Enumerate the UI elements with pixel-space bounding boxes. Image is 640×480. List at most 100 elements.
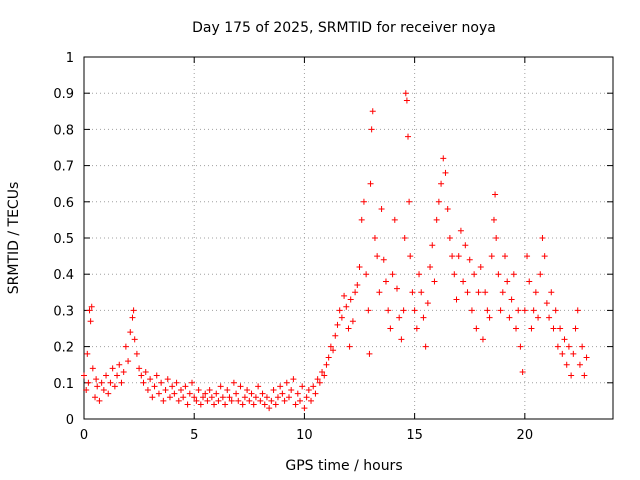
data-point [149, 394, 156, 401]
data-point [248, 390, 255, 397]
data-point [263, 394, 270, 401]
data-point [424, 300, 431, 307]
data-point [105, 390, 112, 397]
data-point [211, 401, 218, 408]
data-point [343, 303, 350, 310]
data-point [173, 379, 180, 386]
data-point [473, 325, 480, 332]
data-point [327, 343, 334, 350]
data-point [96, 397, 103, 404]
data-point [380, 256, 387, 263]
data-point [147, 376, 154, 383]
data-point [136, 365, 143, 372]
x-axis-label: GPS time / hours [285, 458, 402, 474]
data-point [550, 325, 557, 332]
data-point [213, 390, 220, 397]
data-point [532, 289, 539, 296]
data-point [515, 307, 522, 314]
data-point [274, 394, 281, 401]
data-point [486, 314, 493, 321]
data-point [261, 401, 268, 408]
data-point [118, 379, 125, 386]
data-point [217, 383, 224, 390]
x-tick-label: 15 [406, 428, 423, 443]
data-point [405, 133, 412, 140]
data-point [479, 336, 486, 343]
data-point [195, 387, 202, 394]
data-point [175, 397, 182, 404]
data-point [528, 325, 535, 332]
data-point [568, 372, 575, 379]
y-tick-label: 0.6 [53, 196, 74, 211]
data-point [349, 318, 356, 325]
data-point [484, 307, 491, 314]
data-point [435, 198, 442, 205]
data-point [166, 394, 173, 401]
data-point [352, 289, 359, 296]
data-point [226, 394, 233, 401]
data-point [338, 314, 345, 321]
data-point [493, 235, 500, 241]
data-point [409, 289, 416, 296]
y-tick-label: 0.4 [53, 268, 74, 283]
data-point [279, 390, 286, 397]
y-tick-label: 0.9 [53, 87, 74, 102]
data-point [446, 235, 453, 241]
y-tick-label: 0.5 [53, 232, 74, 247]
data-point [230, 379, 237, 386]
data-point [363, 271, 370, 278]
data-point [228, 397, 235, 404]
data-point [346, 343, 353, 350]
data-point [411, 307, 418, 314]
data-point [222, 401, 229, 408]
x-tick-label: 0 [80, 428, 88, 443]
data-point [133, 350, 140, 357]
data-point [413, 325, 420, 332]
grid [84, 57, 613, 419]
data-point [400, 307, 407, 314]
data-point [268, 397, 275, 404]
data-point [429, 242, 436, 249]
data-point [416, 271, 423, 278]
data-point [433, 216, 440, 223]
data-point [579, 343, 586, 350]
data-points [81, 90, 590, 412]
data-point [460, 278, 467, 285]
data-point [539, 235, 546, 241]
data-point [237, 383, 244, 390]
data-point [393, 285, 400, 292]
data-point [193, 397, 200, 404]
data-point [457, 227, 464, 234]
data-point [266, 405, 273, 412]
data-point [378, 206, 385, 213]
data-point [169, 383, 176, 390]
data-point [321, 372, 328, 379]
data-point [290, 376, 297, 383]
data-point [197, 401, 204, 408]
data-point [114, 372, 121, 379]
data-point [565, 343, 572, 350]
data-point [162, 387, 169, 394]
data-point [111, 383, 118, 390]
data-point [89, 365, 96, 372]
data-point [396, 314, 403, 321]
data-point [151, 383, 158, 390]
y-axis-label: SRMTID / TECUs [6, 182, 22, 295]
data-point [407, 253, 414, 260]
data-point [204, 397, 211, 404]
data-point [401, 235, 408, 241]
data-point [310, 383, 317, 390]
data-point [427, 263, 434, 270]
data-point [358, 216, 365, 223]
data-point [224, 387, 231, 394]
data-point [129, 314, 136, 321]
data-point [420, 314, 427, 321]
data-point [513, 325, 520, 332]
x-tick-label: 5 [190, 428, 198, 443]
data-point [202, 390, 209, 397]
data-point [336, 307, 343, 314]
data-point [526, 278, 533, 285]
y-tick-label: 0.8 [53, 123, 74, 138]
x-tick-label: 20 [517, 428, 534, 443]
data-point [191, 394, 198, 401]
